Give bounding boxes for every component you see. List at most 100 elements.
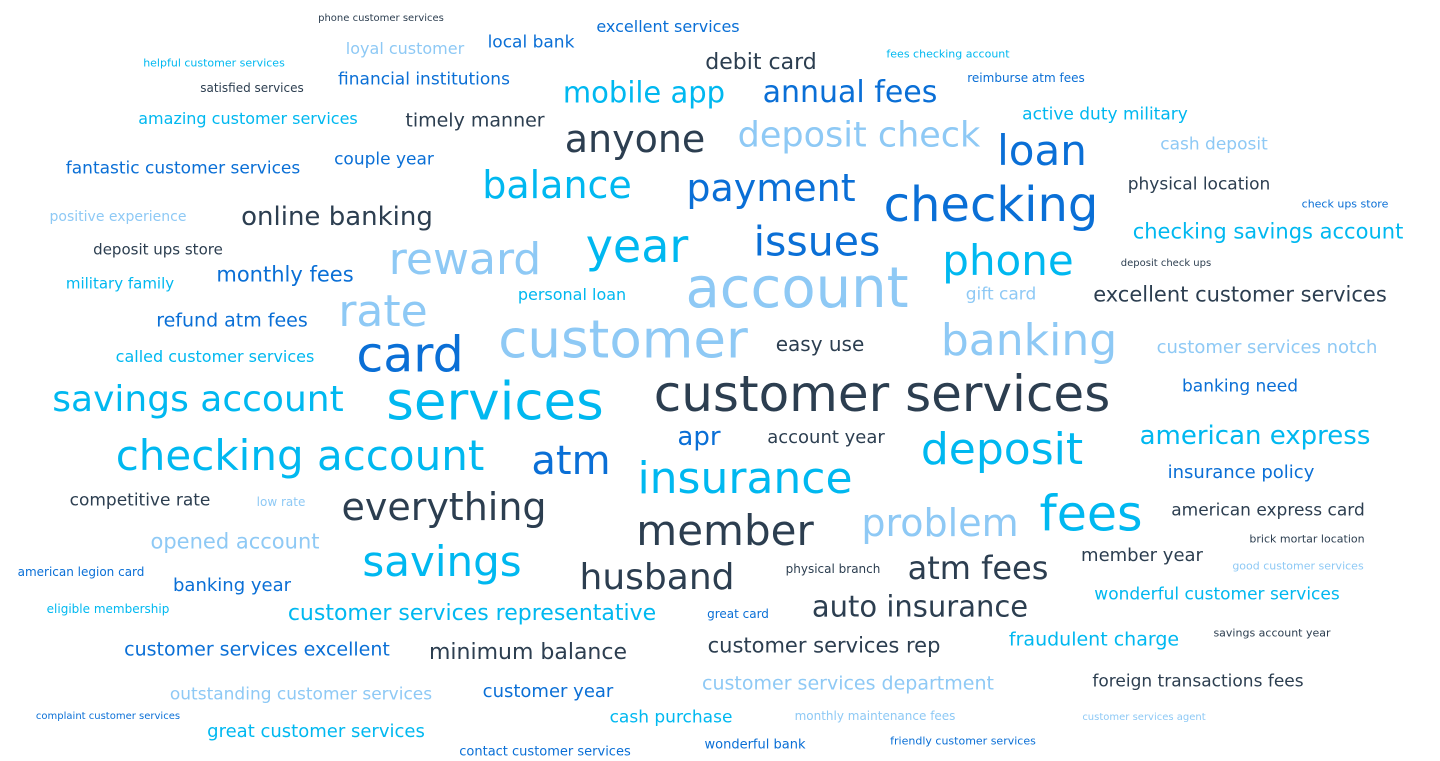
- word-customer-services-notch: customer services notch: [1156, 337, 1378, 358]
- word-excellent-customer-services: excellent customer services: [1093, 282, 1387, 307]
- word-cash-purchase: cash purchase: [609, 707, 733, 728]
- word-outstanding-customer-services: outstanding customer services: [169, 684, 433, 705]
- word-american-legion-card: american legion card: [17, 565, 145, 579]
- word-anyone: anyone: [564, 117, 706, 161]
- word-american-express-card: american express card: [1171, 500, 1365, 521]
- word-everything: everything: [341, 485, 547, 529]
- word-customer-services-excellent: customer services excellent: [124, 638, 390, 661]
- word-checking-savings-account: checking savings account: [1132, 219, 1404, 244]
- word-reward: reward: [388, 234, 542, 285]
- word-problem: problem: [861, 501, 1019, 545]
- word-friendly-customer-services: friendly customer services: [890, 734, 1036, 748]
- word-insurance: insurance: [637, 453, 853, 504]
- word-deposit-check-ups: deposit check ups: [1120, 258, 1212, 269]
- word-brick-mortar-location: brick mortar location: [1249, 532, 1365, 546]
- word-banking-year: banking year: [172, 575, 292, 596]
- word-amazing-customer-services: amazing customer services: [138, 109, 358, 128]
- word-foreign-transactions-fees: foreign transactions fees: [1092, 671, 1304, 692]
- word-satisfied-services: satisfied services: [200, 81, 304, 95]
- word-contact-customer-services: contact customer services: [459, 744, 631, 760]
- word-customer: customer: [498, 309, 748, 371]
- word-husband: husband: [579, 557, 735, 598]
- word-positive-experience: positive experience: [49, 209, 187, 225]
- word-atm-fees: atm fees: [907, 549, 1049, 587]
- word-reimburse-atm-fees: reimburse atm fees: [967, 71, 1085, 85]
- word-issues: issues: [753, 217, 881, 266]
- word-checking-account: checking account: [115, 431, 485, 480]
- word-customer-year: customer year: [482, 681, 614, 702]
- word-low-rate: low rate: [256, 495, 306, 509]
- word-atm: atm: [531, 438, 611, 484]
- word-account: account: [685, 256, 909, 321]
- word-physical-branch: physical branch: [785, 562, 881, 576]
- word-excellent-services: excellent services: [596, 17, 740, 36]
- word-card: card: [356, 326, 464, 384]
- word-active-duty-military: active duty military: [1022, 104, 1188, 125]
- word-customer-services-rep: customer services rep: [707, 633, 941, 658]
- word-banking-need: banking need: [1181, 376, 1299, 397]
- word-apr: apr: [677, 422, 721, 452]
- word-savings: savings: [362, 537, 522, 586]
- word-banking: banking: [940, 315, 1118, 366]
- word-check-ups-store: check ups store: [1301, 197, 1389, 211]
- word-opened-account: opened account: [150, 529, 320, 554]
- word-debit-card: debit card: [705, 50, 817, 75]
- word-checking: checking: [883, 177, 1099, 233]
- word-monthly-fees: monthly fees: [216, 262, 354, 287]
- word-insurance-policy: insurance policy: [1167, 462, 1315, 483]
- word-year: year: [585, 219, 689, 273]
- word-physical-location: physical location: [1127, 174, 1271, 195]
- word-complaint-customer-services: complaint customer services: [35, 711, 181, 722]
- word-customer-services-representative: customer services representative: [287, 601, 657, 626]
- word-mobile-app: mobile app: [562, 75, 726, 110]
- word-cash-deposit: cash deposit: [1160, 134, 1268, 155]
- word-fraudulent-charge: fraudulent charge: [1008, 628, 1180, 651]
- word-deposit: deposit: [920, 424, 1084, 475]
- word-phone-customer-services: phone customer services: [318, 13, 444, 24]
- word-savings-account: savings account: [52, 379, 344, 420]
- word-member: member: [636, 506, 814, 555]
- word-called-customer-services: called customer services: [115, 347, 315, 366]
- word-savings-account-year: savings account year: [1213, 626, 1331, 640]
- word-great-card: great card: [707, 607, 769, 621]
- word-fees-checking-account: fees checking account: [886, 47, 1010, 61]
- word-deposit-check: deposit check: [737, 115, 981, 156]
- word-fees: fees: [1039, 485, 1143, 543]
- word-customer-services: customer services: [653, 365, 1111, 423]
- word-payment: payment: [686, 166, 856, 210]
- word-services: services: [386, 371, 604, 433]
- word-personal-loan: personal loan: [517, 285, 627, 304]
- word-loyal-customer: loyal customer: [345, 39, 465, 58]
- word-fantastic-customer-services: fantastic customer services: [65, 158, 301, 179]
- word-easy-use: easy use: [775, 332, 865, 356]
- word-phone: phone: [942, 236, 1074, 285]
- word-deposit-ups-store: deposit ups store: [93, 240, 223, 259]
- word-minimum-balance: minimum balance: [428, 640, 628, 665]
- word-wonderful-customer-services: wonderful customer services: [1094, 584, 1340, 605]
- word-member-year: member year: [1081, 545, 1203, 566]
- word-gift-card: gift card: [965, 284, 1037, 305]
- word-online-banking: online banking: [241, 202, 433, 232]
- word-couple-year: couple year: [334, 149, 434, 170]
- word-monthly-maintenance-fees: monthly maintenance fees: [794, 709, 956, 723]
- word-financial-institutions: financial institutions: [338, 69, 510, 90]
- word-helpful-customer-services: helpful customer services: [143, 56, 285, 70]
- word-competitive-rate: competitive rate: [69, 490, 211, 511]
- word-wonderful-bank: wonderful bank: [704, 737, 806, 753]
- word-auto-insurance: auto insurance: [811, 589, 1029, 624]
- word-customer-services-department: customer services department: [702, 672, 994, 695]
- word-military-family: military family: [65, 274, 175, 293]
- word-great-customer-services: great customer services: [207, 721, 425, 742]
- word-refund-atm-fees: refund atm fees: [156, 309, 308, 332]
- word-balance: balance: [482, 163, 632, 207]
- word-account-year: account year: [767, 427, 885, 448]
- word-loan: loan: [997, 126, 1087, 175]
- word-american-express: american express: [1139, 421, 1371, 451]
- word-customer-services-agent: customer services agent: [1082, 712, 1206, 723]
- word-local-bank: local bank: [487, 32, 575, 53]
- word-annual-fees: annual fees: [762, 75, 938, 110]
- word-good-customer-services: good customer services: [1232, 559, 1364, 573]
- word-eligible-membership: eligible membership: [46, 602, 170, 616]
- word-timely-manner: timely manner: [405, 109, 545, 132]
